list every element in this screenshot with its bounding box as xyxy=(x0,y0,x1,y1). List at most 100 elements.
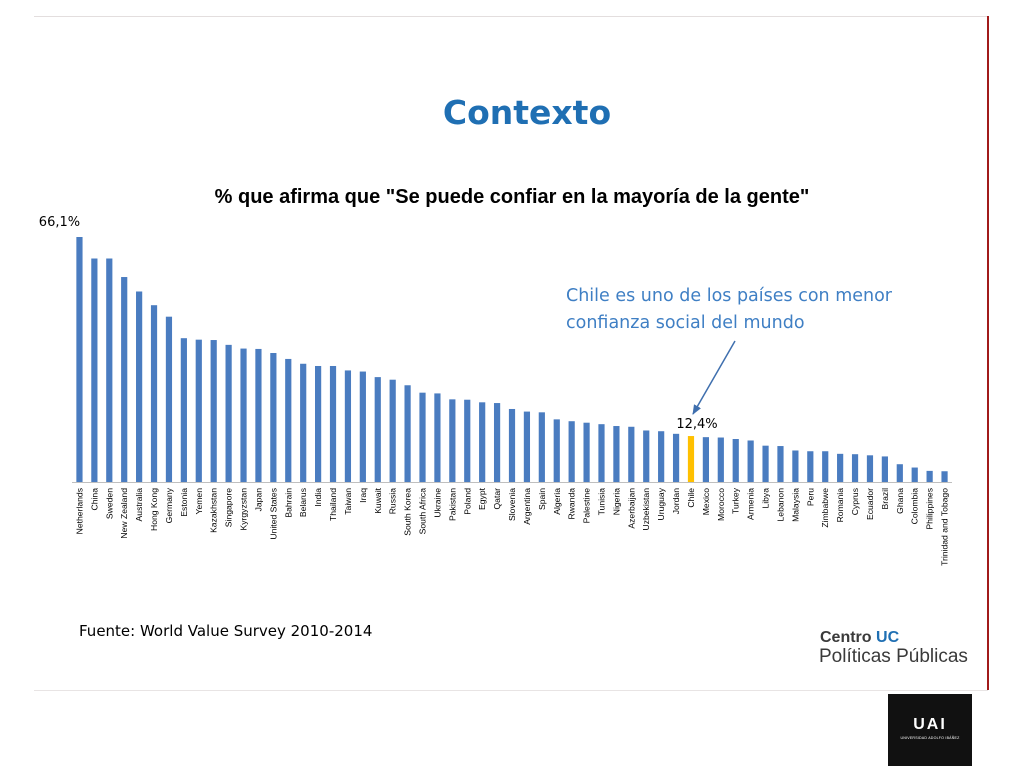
bar-india xyxy=(315,365,322,482)
tick-label: Rwanda xyxy=(567,488,577,520)
bar-algeria xyxy=(553,419,560,482)
bar-sweden xyxy=(106,258,113,482)
slide-title: Contexto xyxy=(442,93,612,132)
bar-new-zealand xyxy=(121,277,128,482)
tick-label: Mexico xyxy=(701,488,711,515)
tick-label: Kyrgyzstan xyxy=(239,488,249,531)
tick-label: Azerbaijan xyxy=(626,488,636,529)
source-note: Fuente: World Value Survey 2010-2014 xyxy=(79,622,373,640)
bar-zimbabwe xyxy=(822,451,829,482)
tick-label: Philippines xyxy=(925,488,935,530)
tick-label: Turkey xyxy=(731,487,741,514)
logo-centro-text: Centro xyxy=(820,629,872,646)
tick-label: Kazakhstan xyxy=(209,488,219,533)
bar-brazil xyxy=(881,456,888,482)
bar-china xyxy=(91,258,98,482)
tick-label: Trinidad and Tobago xyxy=(940,488,950,566)
tick-label: Zimbabwe xyxy=(820,488,830,528)
tick-label: South Korea xyxy=(403,488,413,536)
bars-group xyxy=(72,237,952,483)
tick-label: Ghana xyxy=(895,488,905,514)
bar-belarus xyxy=(300,363,307,482)
bar-iraq xyxy=(359,371,366,482)
tick-label: Uruguay xyxy=(656,487,666,520)
tick-label: Peru xyxy=(805,488,815,506)
annotation-arrow xyxy=(692,340,736,415)
tick-label: Uzbekistan xyxy=(641,488,651,531)
bar-poland xyxy=(464,399,471,482)
chart-title: % que afirma que "Se puede confiar en la… xyxy=(214,186,810,208)
tick-label: Estonia xyxy=(179,488,189,517)
bar-ghana xyxy=(896,464,903,482)
uai-logo-name: UNIVERSIDAD ADOLFO IBÁÑEZ xyxy=(900,736,960,740)
tick-label: Taiwan xyxy=(343,488,353,515)
bar-malaysia xyxy=(792,450,799,482)
tick-label: Egypt xyxy=(477,487,487,510)
tick-label: Ecuador xyxy=(865,488,875,520)
bar-russia xyxy=(389,379,396,482)
tick-label: Ukraine xyxy=(432,488,442,518)
bar-cyprus xyxy=(851,454,859,482)
bar-romania xyxy=(837,453,844,482)
tick-label: Poland xyxy=(462,488,472,515)
chart-annotation: Chile es uno de los países con menor con… xyxy=(566,286,892,333)
bar-uzbekistan xyxy=(643,430,650,482)
tick-label: Morocco xyxy=(716,488,726,521)
data-label: 66,1% xyxy=(39,215,80,230)
logo-subtitle: Políticas Públicas xyxy=(819,646,968,667)
bar-palestine xyxy=(583,422,590,482)
bar-netherlands xyxy=(76,237,83,482)
tick-label: Yemen xyxy=(194,488,204,515)
tick-label: Nigeria xyxy=(611,488,621,515)
data-label: 12,4% xyxy=(676,417,717,432)
centro-uc-logo: Centro UC xyxy=(820,629,899,647)
category-labels-group: Netherlands China Sweden New Zealand Austral… xyxy=(74,487,949,566)
tick-label: Romania xyxy=(835,488,845,523)
bar-taiwan xyxy=(344,370,352,482)
tick-label: Spain xyxy=(537,488,547,510)
bar-argentina xyxy=(523,411,531,482)
tick-label: Slovenia xyxy=(507,488,517,521)
tick-label: Cyprus xyxy=(850,488,860,515)
bar-trinidad-and-tobago xyxy=(941,471,948,482)
bar-chile xyxy=(687,436,695,482)
bar-germany xyxy=(165,316,173,482)
tick-label: Kuwait xyxy=(373,487,383,513)
tick-label: China xyxy=(89,488,99,511)
bar-philippines xyxy=(926,470,933,482)
bar-azerbaijan xyxy=(628,426,635,482)
bar-lebanon xyxy=(777,446,784,482)
bar-kazakhstan xyxy=(210,340,217,482)
bar-kyrgyzstan xyxy=(240,348,247,482)
bar-singapore xyxy=(225,344,232,482)
bar-libya xyxy=(762,445,769,482)
tick-label: Algeria xyxy=(552,488,562,515)
tick-label: Belarus xyxy=(298,488,308,517)
bar-bahrain xyxy=(285,358,292,482)
bar-colombia xyxy=(911,467,918,482)
top-divider xyxy=(34,16,988,17)
logo-uc-text: UC xyxy=(876,629,900,646)
bar-peru xyxy=(807,451,814,482)
tick-label: Armenia xyxy=(746,488,756,520)
bar-egypt xyxy=(479,402,486,482)
tick-label: South Africa xyxy=(418,488,428,535)
bar-mexico xyxy=(702,437,709,482)
bar-tunisia xyxy=(598,424,605,482)
bar-australia xyxy=(136,291,143,482)
tick-label: Russia xyxy=(388,488,398,514)
bar-south-korea xyxy=(404,385,411,482)
tick-label: Qatar xyxy=(492,488,502,510)
bar-ukraine xyxy=(434,393,441,482)
bar-ecuador xyxy=(866,455,874,482)
tick-label: Netherlands xyxy=(74,488,84,534)
tick-label: Japan xyxy=(253,488,263,512)
tick-label: Libya xyxy=(761,488,771,509)
tick-label: Tunisia xyxy=(596,488,606,516)
bar-nigeria xyxy=(613,426,620,482)
bar-uruguay xyxy=(658,431,665,482)
tick-label: India xyxy=(313,488,323,507)
bar-kuwait xyxy=(374,377,381,482)
bar-south-africa xyxy=(419,392,426,482)
tick-label: Chile xyxy=(686,488,696,508)
